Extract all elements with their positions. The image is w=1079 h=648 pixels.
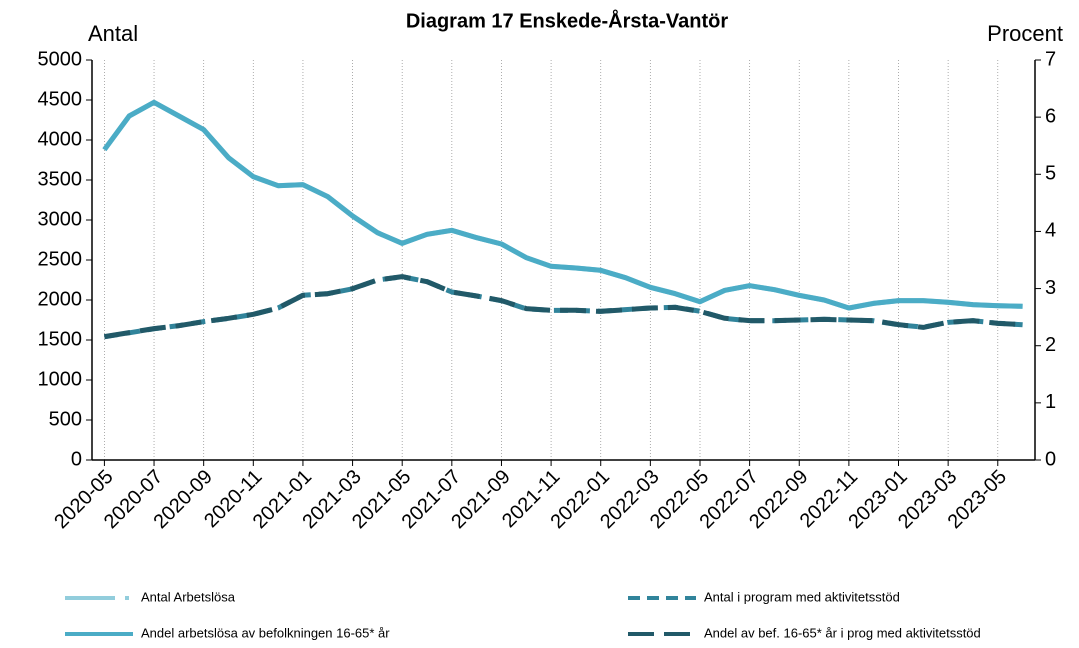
y-tick-label: 500 [49,408,82,430]
y2-tick-label: 7 [1045,48,1056,70]
y-tick-label: 2500 [38,248,83,270]
y-axis-title: Antal [88,21,138,46]
y2-tick-label: 0 [1045,448,1056,470]
y-tick-label: 5000 [38,48,83,70]
y2-tick-label: 6 [1045,105,1056,127]
series-line [104,274,1023,340]
legend-label: Andel arbetslösa av befolkningen 16-65* … [141,625,390,640]
y2-tick-label: 2 [1045,334,1056,356]
y-tick-label: 4000 [38,128,83,150]
y-tick-label: 1500 [38,328,83,350]
y-tick-label: 3000 [38,208,83,230]
chart-title: Diagram 17 Enskede-Årsta-Vantör [406,8,729,32]
y2-tick-label: 4 [1045,220,1056,242]
y-tick-label: 2000 [38,288,83,310]
y2-axis-title: Procent [987,21,1063,46]
y-tick-label: 4500 [38,88,83,110]
y2-tick-label: 3 [1045,277,1056,299]
y-tick-label: 0 [71,448,82,470]
y-tick-label: 1000 [38,368,83,390]
series-line [102,99,1023,311]
y-tick-label: 3500 [38,168,83,190]
legend-label: Antal Arbetslösa [141,589,236,604]
series-line [104,274,1023,340]
y2-tick-label: 5 [1045,163,1056,185]
legend-label: Andel av bef. 16-65* år i prog med aktiv… [704,625,981,640]
y2-tick-label: 1 [1045,391,1056,413]
series-line [102,99,1023,311]
legend-label: Antal i program med aktivitetsstöd [704,589,900,604]
